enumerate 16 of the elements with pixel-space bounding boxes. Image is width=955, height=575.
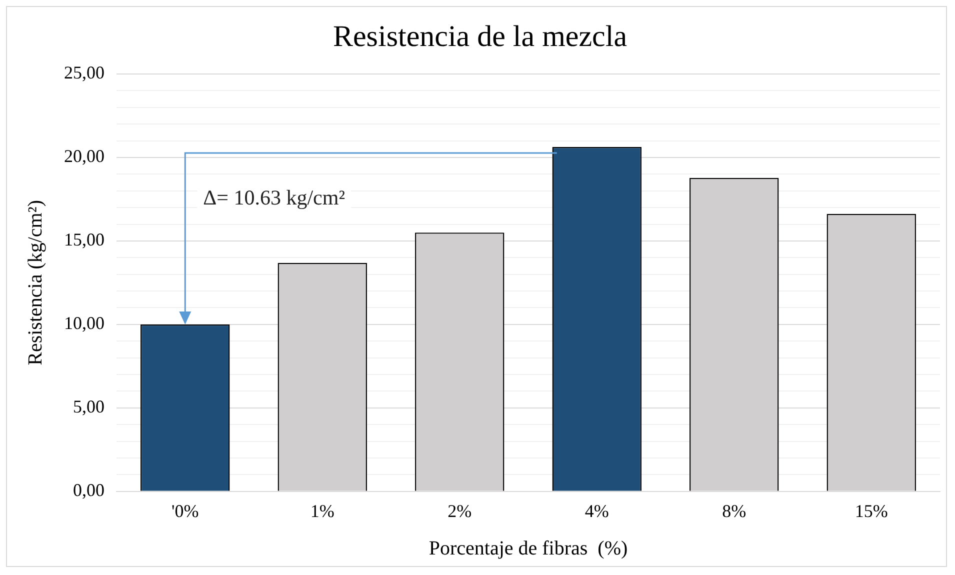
y-tick-label: 5,00 — [73, 396, 104, 417]
annotation: Δ= 10.63 kg/cm² — [203, 186, 346, 210]
chart-title: Resistencia de la mezcla — [332, 20, 628, 53]
x-tick-label: 8% — [722, 500, 746, 521]
x-tick-label: 4% — [584, 500, 609, 521]
y-tick-label: 15,00 — [64, 230, 104, 250]
x-axis-title: Porcentaje de fibras (%) — [428, 537, 628, 560]
x-tick-label: 2% — [448, 500, 472, 521]
y-tick-label: 25,00 — [64, 62, 104, 83]
y-tick-label: 20,00 — [64, 146, 104, 166]
y-axis-title: Resistencia (kg/cm²) — [24, 200, 46, 366]
y-tick-label: 0,00 — [73, 480, 104, 500]
x-tick-label: '0% — [172, 500, 199, 521]
x-tick-label: 1% — [310, 500, 334, 521]
x-tick-label: 15% — [854, 500, 888, 521]
y-tick-label: 10,00 — [64, 313, 104, 334]
